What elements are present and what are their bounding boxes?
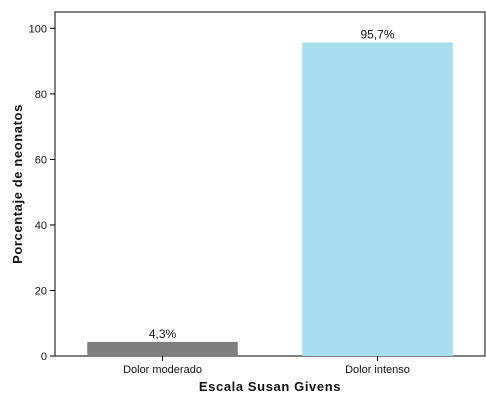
bar-value-label: 4,3% xyxy=(149,327,177,341)
bar-value-label: 95,7% xyxy=(360,27,394,41)
y-axis-title: Porcentaje de neonatos xyxy=(10,104,25,264)
y-tick-label: 80 xyxy=(35,89,47,101)
y-tick-label: 40 xyxy=(35,220,47,232)
bar xyxy=(87,341,238,356)
bars xyxy=(87,42,453,357)
bar xyxy=(302,42,453,357)
y-tick-label: 20 xyxy=(35,285,47,297)
x-tick-label: Dolor intenso xyxy=(345,364,410,376)
y-tick-label: 100 xyxy=(29,23,47,35)
x-axis-title: Escala Susan Givens xyxy=(199,379,341,394)
plot-frame xyxy=(54,11,486,357)
x-axis: Dolor moderado Dolor intenso xyxy=(123,356,410,376)
y-axis: 0 20 40 60 80 100 xyxy=(29,23,55,363)
data-labels: 4,3% 95,7% xyxy=(149,27,395,340)
x-tick-label: Dolor moderado xyxy=(123,364,202,376)
y-tick-label: 0 xyxy=(41,351,47,363)
y-tick-label: 60 xyxy=(35,154,47,166)
plot-frame-border xyxy=(54,11,486,357)
